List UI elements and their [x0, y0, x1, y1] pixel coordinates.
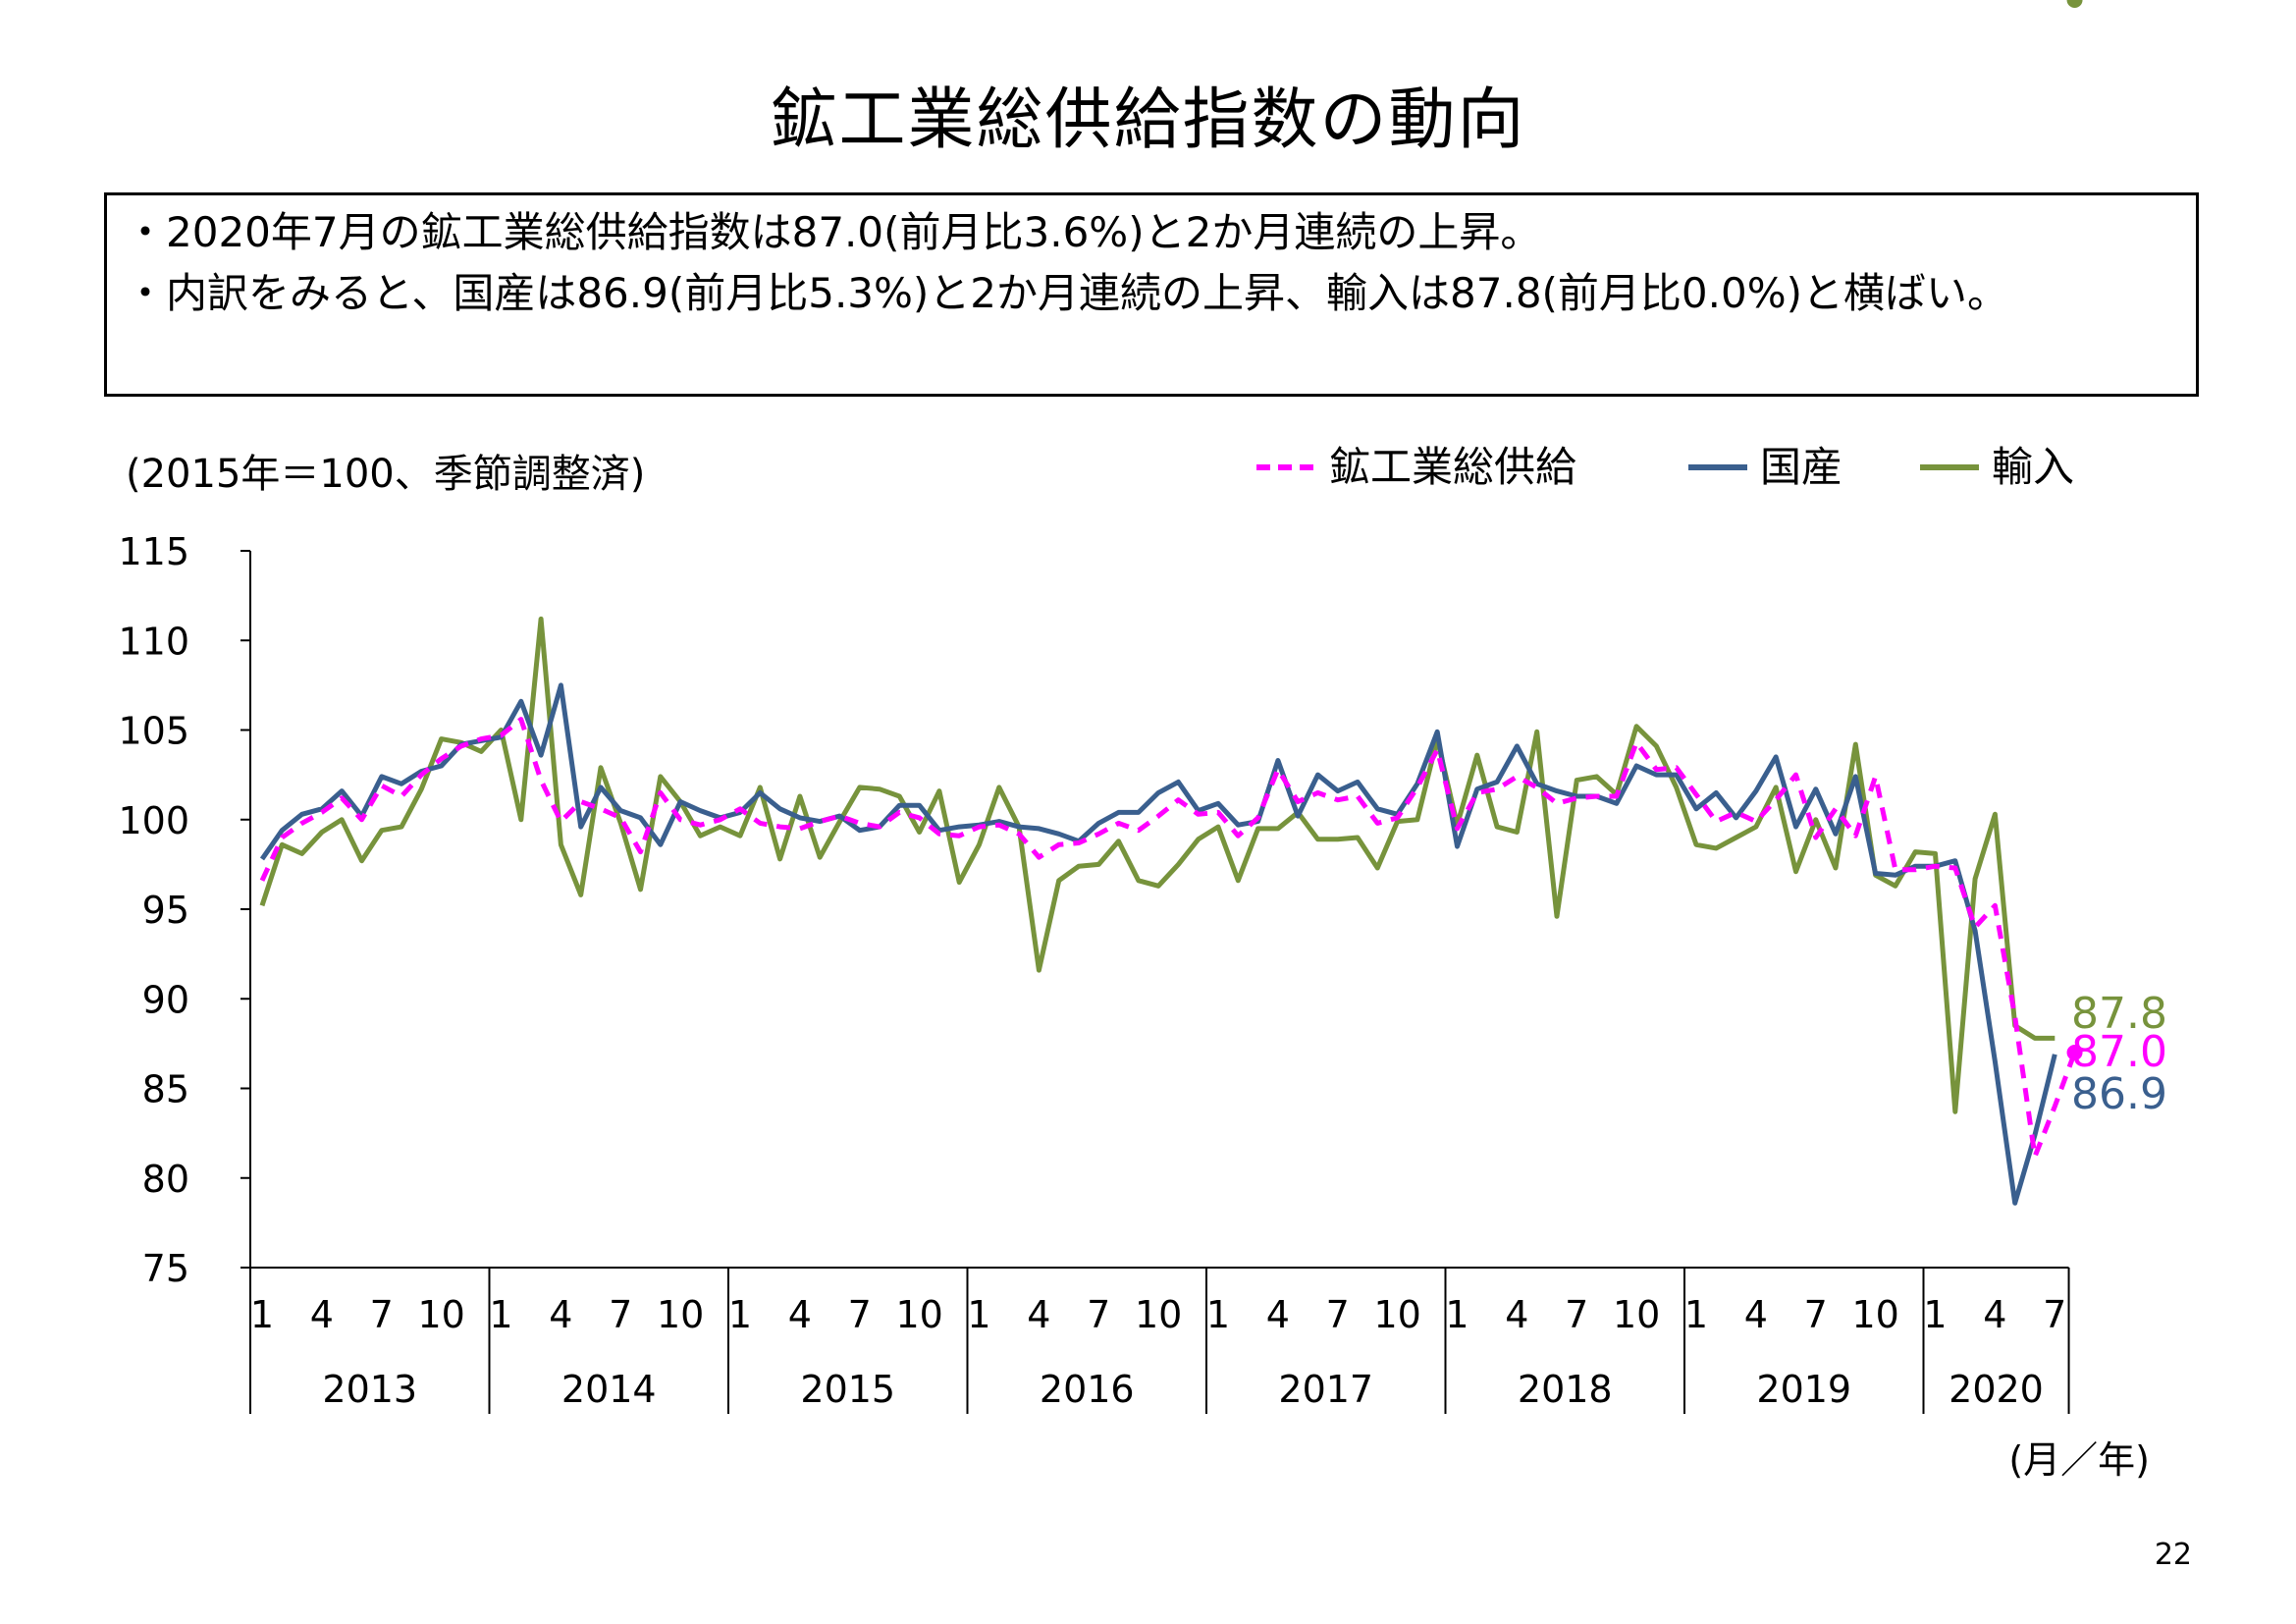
summary-bullet-2: ・内訳をみると、国産は86.9(前月比5.3%)と2か月連続の上昇、輸入は87.…	[125, 269, 2009, 317]
x-month-label: 7	[1565, 1293, 1588, 1336]
x-month-label: 7	[1804, 1293, 1828, 1336]
series-line-1	[259, 682, 2057, 1206]
x-year-label: 2020	[1949, 1368, 2044, 1411]
end-label-1: 86.9	[2071, 1069, 2167, 1119]
end-label-2: 87.8	[2071, 989, 2167, 1039]
x-month-label: 1	[250, 1293, 274, 1336]
x-year-label: 2013	[322, 1368, 417, 1411]
end-point-2	[2066, 0, 2083, 8]
chart-end-labels: 87.887.086.9	[2066, 0, 2167, 1119]
x-month-label: 4	[310, 1293, 334, 1336]
x-month-label: 7	[1087, 1293, 1110, 1336]
series-line-2	[259, 616, 2056, 1114]
page-title: 鉱工業総供給指数の動向	[770, 81, 1526, 159]
x-month-label: 4	[1505, 1293, 1528, 1336]
end-label-0: 87.0	[2071, 1027, 2167, 1077]
x-month-label: 10	[1613, 1293, 1660, 1336]
y-tick-label: 80	[142, 1158, 189, 1201]
x-month-label: 1	[1684, 1293, 1708, 1336]
legend-label-2: 輸入	[1992, 443, 2074, 491]
y-tick-label: 110	[118, 620, 189, 663]
x-month-label: 4	[1027, 1293, 1050, 1336]
x-month-label: 10	[417, 1293, 464, 1336]
x-month-label: 10	[1135, 1293, 1182, 1336]
x-month-label: 10	[657, 1293, 704, 1336]
x-year-label: 2015	[800, 1368, 895, 1411]
x-month-label: 7	[848, 1293, 872, 1336]
y-tick-label: 105	[118, 710, 189, 753]
summary-bullet-1: ・2020年7月の鉱工業総供給指数は87.0(前月比3.6%)と2か月連続の上昇…	[125, 208, 1542, 256]
y-tick-label: 95	[142, 889, 189, 932]
x-month-label: 4	[788, 1293, 812, 1336]
x-axis-label: (月／年)	[2008, 1438, 2150, 1482]
x-month-label: 4	[1266, 1293, 1290, 1336]
x-month-label: 10	[1851, 1293, 1898, 1336]
x-year-label: 2017	[1278, 1368, 1373, 1411]
x-year-label: 2014	[561, 1368, 657, 1411]
x-month-label: 4	[549, 1293, 572, 1336]
x-month-label: 10	[895, 1293, 942, 1336]
x-month-label: 1	[489, 1293, 512, 1336]
y-tick-label: 85	[142, 1068, 189, 1111]
x-month-label: 7	[370, 1293, 394, 1336]
y-tick-label: 100	[118, 799, 189, 842]
x-month-label: 1	[967, 1293, 990, 1336]
x-year-label: 2018	[1518, 1368, 1613, 1411]
x-month-label: 4	[1983, 1293, 2006, 1336]
chart-series	[259, 616, 2077, 1206]
x-month-label: 1	[1923, 1293, 1947, 1336]
x-year-label: 2019	[1756, 1368, 1851, 1411]
page-number: 22	[2154, 1538, 2192, 1572]
legend-label-0: 鉱工業総供給	[1329, 443, 1576, 491]
x-month-label: 1	[1206, 1293, 1230, 1336]
x-month-label: 7	[609, 1293, 632, 1336]
chart-axes: (2015年＝100、季節調整済)75808590951001051101151…	[118, 452, 2150, 1482]
y-tick-label: 75	[142, 1247, 189, 1290]
x-year-label: 2016	[1040, 1368, 1135, 1411]
x-month-label: 1	[1445, 1293, 1468, 1336]
unit-note: (2015年＝100、季節調整済)	[126, 452, 645, 497]
y-tick-label: 90	[142, 978, 189, 1021]
x-month-label: 1	[728, 1293, 752, 1336]
x-month-label: 10	[1373, 1293, 1420, 1336]
summary-box: ・2020年7月の鉱工業総供給指数は87.0(前月比3.6%)と2か月連続の上昇…	[104, 192, 2199, 397]
y-tick-label: 115	[118, 530, 189, 573]
x-month-label: 4	[1744, 1293, 1768, 1336]
legend-label-1: 国産	[1760, 443, 1842, 491]
x-month-label: 7	[2043, 1293, 2066, 1336]
end-point-0	[2066, 1045, 2083, 1060]
x-month-label: 7	[1326, 1293, 1350, 1336]
chart-legend: 鉱工業総供給 国産 輸入	[1256, 443, 2074, 491]
